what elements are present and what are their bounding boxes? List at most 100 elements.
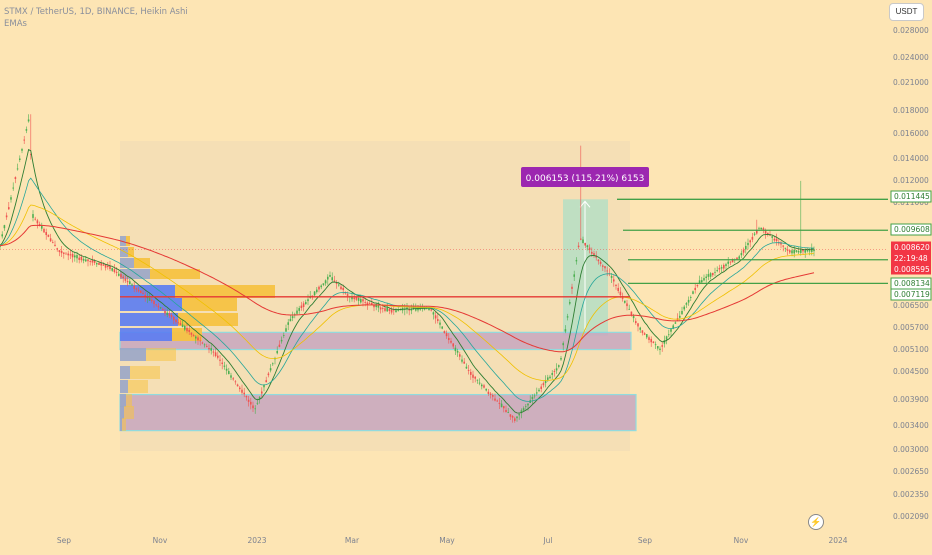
candle-body — [190, 332, 193, 335]
price-axis-label: 0.011445 — [890, 190, 932, 203]
candle-body — [19, 158, 21, 160]
candle-body — [553, 371, 556, 372]
candle-body — [758, 227, 760, 229]
candle-body — [793, 249, 795, 254]
candle-body — [111, 268, 113, 271]
candle-body — [503, 406, 505, 409]
candle-body — [615, 284, 617, 287]
candle-body — [302, 303, 305, 307]
candle-body — [478, 382, 481, 384]
candle-body — [718, 267, 721, 270]
candle-body — [593, 253, 595, 256]
candle-body — [797, 251, 800, 253]
volume-profile-bar-up — [120, 406, 124, 419]
candle-body — [432, 312, 435, 315]
candle-body — [753, 233, 756, 235]
indicator-label[interactable]: EMAs — [4, 19, 27, 29]
candle-body — [397, 310, 399, 311]
candle-body — [795, 250, 798, 252]
candle-body — [263, 384, 265, 388]
candle-body — [575, 259, 578, 262]
candle-body — [52, 242, 54, 244]
volume-profile-bar-down — [126, 236, 130, 246]
candle-body — [322, 283, 325, 285]
candle-body — [252, 405, 254, 409]
candle-body — [736, 257, 738, 260]
candle-body — [610, 276, 613, 278]
candle-body — [54, 244, 56, 246]
currency-button[interactable]: USDT — [889, 3, 924, 21]
candle-body — [599, 261, 602, 264]
price-tick-label: 0.002650 — [893, 467, 929, 476]
candle-body — [393, 309, 395, 311]
volume-profile-bar-up — [120, 236, 126, 246]
candle-body — [637, 323, 639, 327]
candle-body — [82, 259, 85, 261]
price-label-box — [890, 288, 932, 301]
candle-body — [148, 297, 151, 301]
candle-body — [12, 187, 14, 189]
price-axis-label: 22:19:48 — [891, 252, 931, 264]
price-label-box — [890, 190, 932, 203]
candle-body — [725, 264, 727, 266]
candle-body — [179, 323, 182, 326]
candle-body — [641, 330, 644, 333]
candle-body — [199, 340, 201, 342]
candle-body — [679, 315, 681, 318]
candle-body — [76, 255, 78, 259]
candle-body — [276, 350, 278, 354]
candle-body — [287, 322, 289, 325]
candle-body — [135, 288, 138, 290]
candle-body — [377, 304, 380, 308]
candle-body — [569, 301, 571, 304]
candle-body — [806, 248, 809, 252]
candle-body — [291, 316, 294, 319]
candle-body — [98, 263, 100, 265]
candle-body — [632, 316, 635, 319]
candle-body — [261, 391, 263, 394]
price-label-text: 0.007119 — [894, 290, 930, 299]
candle-body — [619, 291, 622, 296]
candle-body — [151, 299, 153, 302]
candle-body — [591, 251, 593, 254]
time-tick-label: Jul — [542, 536, 552, 545]
volume-profile-bar-down — [150, 269, 200, 279]
candle-body — [441, 326, 443, 329]
candle-body — [23, 139, 25, 141]
candle-body — [78, 257, 80, 260]
candle-body — [489, 393, 492, 396]
price-label-text: 0.011445 — [894, 192, 930, 201]
candle-body — [811, 248, 813, 252]
candle-body — [142, 292, 144, 294]
candle-body — [133, 286, 135, 289]
candle-body — [767, 232, 769, 235]
candle-body — [129, 281, 131, 285]
candle-body — [177, 322, 179, 324]
support-zone — [119, 393, 637, 432]
candle-body — [648, 337, 650, 340]
candle-body — [247, 399, 250, 402]
price-tick-label: 0.028000 — [893, 26, 929, 35]
candle-body — [170, 315, 173, 318]
volume-profile-bar-up — [120, 394, 126, 407]
candle-body — [696, 284, 699, 287]
candle-body — [536, 392, 538, 394]
candle-body — [320, 285, 322, 288]
candle-body — [289, 318, 292, 322]
candle-body — [388, 308, 391, 312]
candle-body — [120, 274, 122, 278]
candle-body — [492, 395, 494, 397]
candle-body — [470, 371, 472, 375]
candle-body — [234, 381, 237, 383]
candle-body — [417, 307, 419, 311]
candle-body — [456, 350, 459, 353]
candle-body — [566, 316, 569, 318]
candle-body — [683, 306, 685, 310]
candle-body — [232, 378, 234, 380]
price-tick-label: 0.002350 — [893, 490, 929, 499]
candle-body — [188, 329, 190, 332]
candle-body — [364, 301, 366, 303]
lightning-icon[interactable]: ⚡ — [808, 514, 824, 530]
